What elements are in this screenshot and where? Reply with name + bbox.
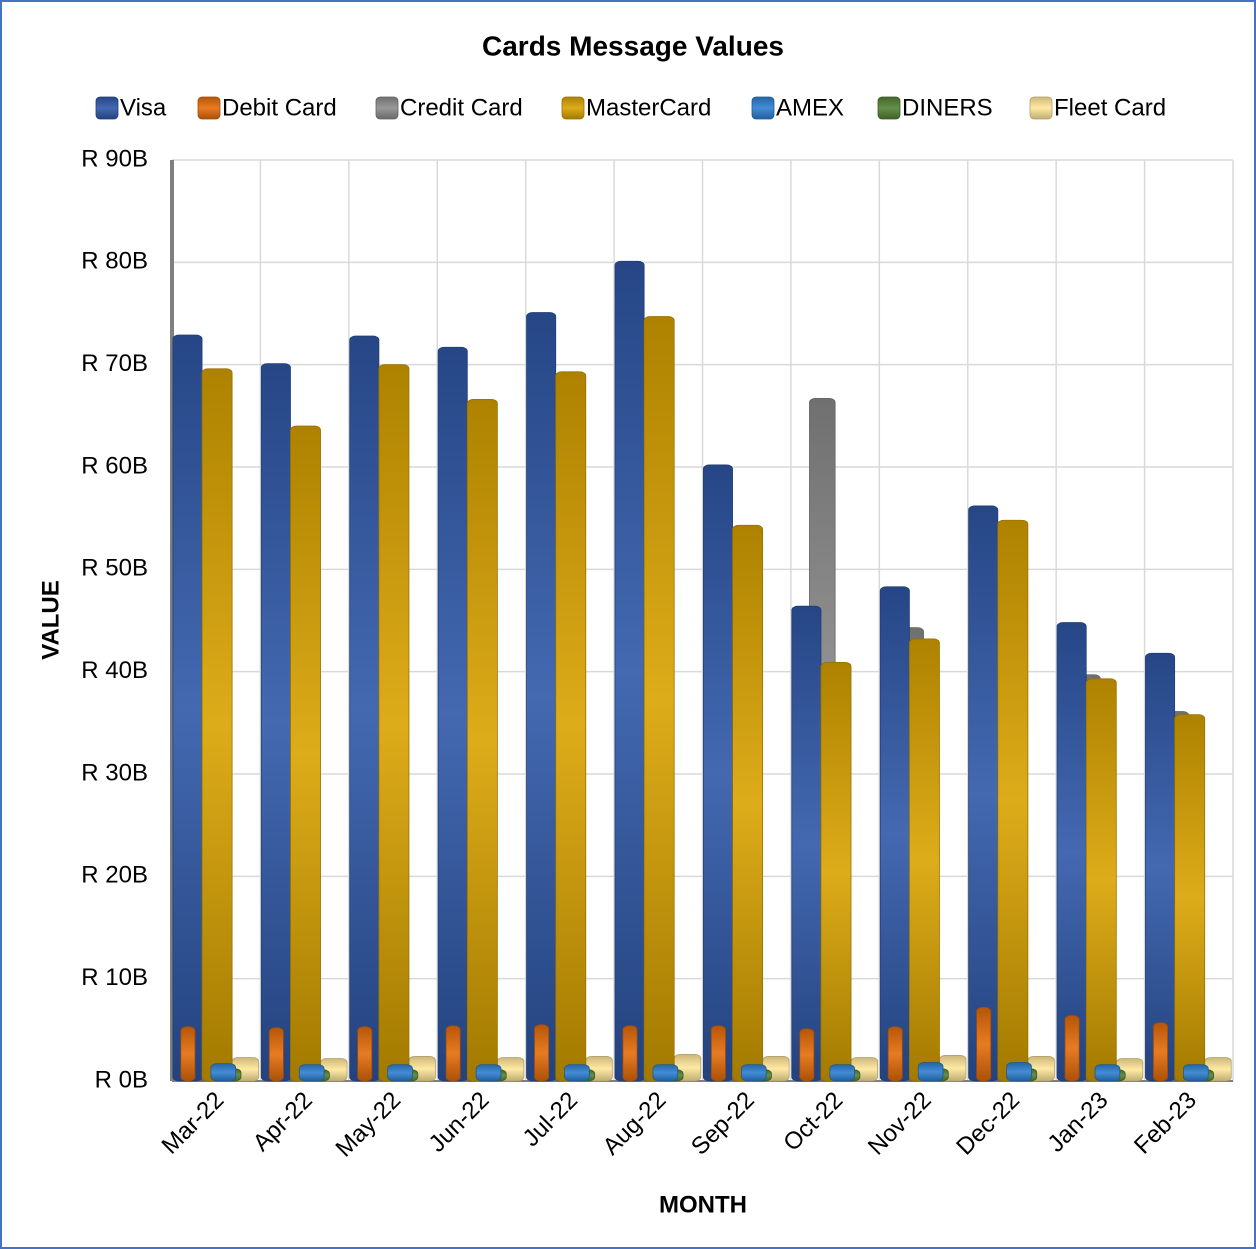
bar (201, 368, 233, 1082)
legend-label: Credit Card (400, 94, 523, 121)
bar (555, 371, 587, 1082)
bar (1056, 622, 1087, 1082)
y-tick-label: R 40B (81, 657, 148, 684)
y-tick-label: R 60B (81, 452, 148, 479)
legend-swatch (877, 96, 901, 120)
legend-swatch (561, 96, 585, 120)
bar (643, 316, 675, 1082)
bar (357, 1026, 373, 1082)
bar (534, 1024, 550, 1082)
bar (210, 1063, 237, 1082)
bar (829, 1064, 855, 1082)
legend-label: Debit Card (222, 94, 337, 121)
bar (260, 363, 291, 1082)
legend-swatch (197, 96, 221, 120)
bar (976, 1006, 992, 1082)
y-axis-label: VALUE (37, 580, 64, 660)
bar (180, 1026, 196, 1082)
bar (652, 1064, 679, 1082)
bar (475, 1064, 502, 1082)
bar (1085, 678, 1117, 1082)
bar (908, 638, 940, 1082)
legend-label: Visa (120, 94, 167, 121)
bar (879, 586, 910, 1082)
bar (378, 364, 410, 1082)
bar (710, 1025, 726, 1082)
legend-label: DINERS (902, 94, 993, 121)
bar (564, 1064, 590, 1082)
bar (1153, 1022, 1168, 1082)
legend-swatch (751, 96, 775, 120)
x-axis-label: MONTH (659, 1191, 747, 1218)
legend-label: Fleet Card (1054, 94, 1166, 121)
bar (614, 260, 645, 1082)
bar (732, 524, 764, 1082)
bar (820, 662, 852, 1082)
bar (997, 519, 1029, 1082)
bar (445, 1025, 461, 1082)
bar (290, 425, 321, 1082)
y-tick-label: R 80B (81, 248, 148, 275)
bar (887, 1026, 903, 1082)
bar (917, 1062, 944, 1082)
bar (741, 1064, 767, 1082)
y-tick-label: R 50B (81, 555, 148, 582)
bar (799, 1028, 815, 1082)
legend-swatch (1029, 96, 1053, 120)
chart-title: Cards Message Values (482, 30, 784, 61)
bar (1064, 1015, 1080, 1082)
bar (968, 505, 999, 1082)
y-tick-label: R 20B (81, 862, 148, 889)
bar (349, 335, 380, 1082)
bar (387, 1064, 413, 1082)
bar (526, 312, 557, 1082)
y-tick-label: R 10B (81, 964, 148, 991)
bar (622, 1025, 638, 1082)
bar (172, 334, 203, 1082)
bar (268, 1027, 284, 1082)
bar (702, 464, 733, 1082)
y-tick-label: R 30B (81, 759, 148, 786)
bar (298, 1064, 325, 1082)
y-tick-label: R 0B (95, 1066, 148, 1093)
y-tick-label: R 90B (81, 145, 148, 172)
y-tick-label: R 70B (81, 350, 148, 377)
bar (1174, 714, 1206, 1082)
bar (1145, 652, 1176, 1082)
bar (791, 605, 822, 1082)
legend-label: MasterCard (586, 94, 711, 121)
bar (466, 399, 498, 1082)
bar (1094, 1064, 1121, 1082)
legend-swatch (95, 96, 119, 120)
legend-label: AMEX (776, 94, 844, 121)
bar (1183, 1064, 1209, 1082)
bar (1006, 1062, 1032, 1082)
bar (437, 346, 468, 1082)
legend-swatch (375, 96, 399, 120)
